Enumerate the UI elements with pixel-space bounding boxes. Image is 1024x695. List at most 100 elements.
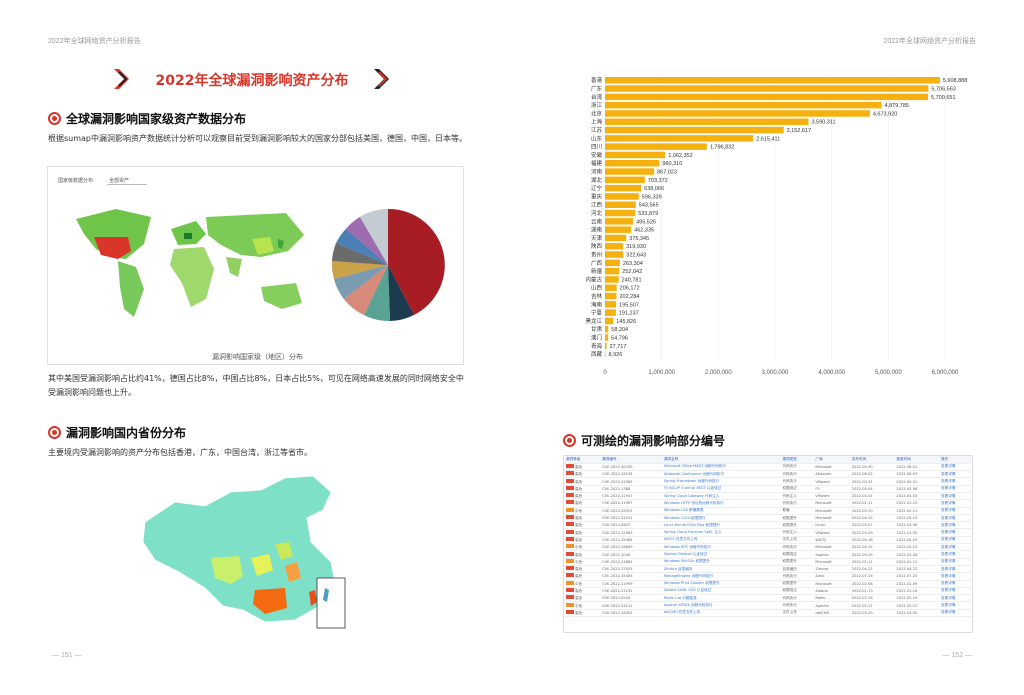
vuln-name-link[interactable]: Windows Print Spooler 权限提升: [661, 580, 781, 588]
data-label: 638,066: [644, 186, 664, 192]
main-title-banner: 2022年全球漏洞影响资产分布: [110, 64, 394, 94]
table-header-cell[interactable]: 漏洞编号: [600, 456, 662, 464]
view-detail-link[interactable]: 查看详情: [939, 521, 972, 530]
bar: [605, 317, 614, 325]
vuln-name-link[interactable]: Zimbra 目录遍历: [661, 565, 781, 574]
vuln-name-link[interactable]: Windows RPC 远程代码执行: [661, 543, 781, 552]
table-header-cell[interactable]: 漏洞名称: [661, 456, 781, 464]
updated-cell: 2022-02-12: [894, 601, 940, 610]
bar: [605, 93, 929, 101]
table-row: 高危 CVE-2022-0543 Redis Lua 沙箱逃逸 代码执行 Redis 20…: [564, 594, 972, 603]
page-number-left: — 151 —: [52, 652, 82, 659]
view-detail-link[interactable]: 查看详情: [939, 558, 972, 566]
vuln-name-link[interactable]: Atlassian Confluence 远程代码执行: [661, 470, 781, 479]
view-detail-link[interactable]: 查看详情: [939, 470, 972, 479]
table-header-cell[interactable]: 漏洞等级: [564, 456, 601, 464]
vuln-name-link[interactable]: dotCMS 任意文件上传: [661, 609, 781, 618]
table-header-cell[interactable]: 发布时间: [849, 456, 895, 464]
vuln-name-link[interactable]: Spring Cloud Function SpEL 注入: [661, 528, 781, 537]
data-label: 4,879,785: [885, 103, 909, 109]
bar: [605, 118, 809, 125]
view-detail-link[interactable]: 查看详情: [939, 536, 972, 545]
vuln-name-link[interactable]: Spring Cloud Gateway 代码注入: [661, 492, 781, 501]
vuln-name-link[interactable]: Redis Lua 沙箱逃逸: [661, 594, 781, 603]
data-label: 58,204: [611, 327, 628, 333]
vuln-name-link[interactable]: Zabbix SAML SSO 认证绕过: [661, 587, 781, 596]
severity-cell: 中危: [564, 543, 601, 552]
view-detail-link[interactable]: 查看详情: [939, 550, 972, 559]
vuln-name-link[interactable]: Sophos Firewall 认证绕过: [661, 550, 781, 559]
table-row: 高危 CVE-2022-22963 Spring Cloud Function Sp…: [564, 528, 972, 537]
view-detail-link[interactable]: 查看详情: [939, 492, 972, 501]
severity-badge: [566, 580, 574, 585]
view-detail-link[interactable]: 查看详情: [939, 565, 972, 574]
vuln-name-link[interactable]: WSO2 任意文件上传: [661, 536, 781, 545]
vuln-name-link[interactable]: Linux Kernel Dirty Pipe 权限提升: [661, 521, 781, 530]
table-row: 高危 CVE-2022-27925 Zimbra 目录遍历 目录遍历 Zimbra 202…: [564, 565, 972, 574]
vuln-name-link[interactable]: Windows CLFS 权限提升: [661, 514, 781, 523]
y-category-label: 天津: [591, 235, 603, 242]
y-category-label: 吉林: [591, 292, 603, 300]
severity-badge: [566, 602, 574, 607]
bar: [605, 193, 639, 200]
view-detail-link[interactable]: 查看详情: [939, 528, 972, 537]
y-category-label: 澳门: [591, 334, 602, 342]
bar: [605, 201, 636, 208]
view-detail-link[interactable]: 查看详情: [939, 587, 972, 596]
data-label: 8,926: [609, 352, 623, 358]
vendor-cell: Microsoft: [813, 463, 850, 472]
vuln-name-link[interactable]: Windows LSA 欺骗漏洞: [661, 507, 781, 515]
severity-cell: 高危: [564, 594, 601, 603]
world-map-figure: 国家级数据分布 全部资产: [47, 166, 464, 365]
view-detail-link[interactable]: 查看详情: [939, 507, 972, 515]
updated-cell: 2022-01-14: [894, 587, 940, 596]
view-detail-link[interactable]: 查看详情: [939, 543, 972, 552]
data-label: 1,062,352: [668, 153, 692, 159]
data-label: 462,335: [634, 228, 654, 234]
table-row: 中危 CVE-2022-26809 Windows RPC 远程代码执行 代码执行 Mi…: [564, 543, 972, 552]
type-cell: 权限提升: [780, 558, 814, 566]
bar: [605, 276, 619, 283]
table-row: 高危 CVE-2022-22965 Spring Framework 远程代码执行代…: [564, 477, 972, 486]
table-header-cell[interactable]: 操作: [939, 456, 972, 464]
view-detail-link[interactable]: 查看详情: [939, 601, 972, 610]
target-icon: [563, 434, 576, 447]
vuln-name-link[interactable]: ManageEngine 远程代码执行: [661, 572, 781, 581]
severity-cell: 高危: [564, 609, 601, 618]
cve-id-cell: CVE-2022-26134: [600, 470, 662, 479]
view-detail-link[interactable]: 查看详情: [939, 594, 972, 603]
vuln-name-link[interactable]: Apache APISIX 远程代码执行: [661, 601, 781, 610]
table-header-cell[interactable]: 厂商: [813, 456, 850, 464]
view-detail-link[interactable]: 查看详情: [939, 572, 972, 581]
view-detail-link[interactable]: 查看详情: [939, 477, 972, 486]
data-label: 5,706,563: [931, 87, 955, 93]
vuln-name-link[interactable]: F5 BIG-IP iControl REST 认证绕过: [661, 485, 781, 494]
data-label: 960,310: [662, 161, 682, 167]
severity-cell: 高危: [564, 514, 601, 523]
view-detail-link[interactable]: 查看详情: [939, 463, 972, 472]
view-detail-link[interactable]: 查看详情: [939, 514, 972, 523]
analysis-paragraph: 其中美国受漏洞影响占比约41%，德国占比8%，中国占比8%，日本占比5%，可见在…: [48, 374, 464, 397]
vuln-name-link[interactable]: Microsoft Office MSDT 远程代码执行: [661, 463, 781, 472]
view-detail-link[interactable]: 查看详情: [939, 485, 972, 494]
vendor-cell: Zimbra: [813, 565, 850, 574]
cve-id-cell: CVE-2022-0543: [600, 594, 662, 603]
y-category-label: 山西: [591, 284, 603, 292]
view-detail-link[interactable]: 查看详情: [939, 609, 972, 618]
updated-cell: 2022-02-19: [894, 594, 940, 603]
map-filter-select[interactable]: 全部资产: [107, 177, 148, 185]
y-category-label: 台湾: [591, 93, 603, 101]
view-detail-link[interactable]: 查看详情: [939, 580, 972, 588]
view-detail-link[interactable]: 查看详情: [939, 499, 972, 508]
bar: [605, 292, 617, 300]
vuln-name-link[interactable]: Spring Framework 远程代码执行: [661, 477, 781, 486]
vuln-name-link[interactable]: Windows Win32k 权限提升: [661, 558, 781, 566]
updated-cell: 2022-05-06: [894, 485, 940, 494]
cve-id-cell: CVE-2022-26352: [600, 609, 662, 618]
severity-cell: 高危: [564, 550, 601, 559]
vuln-name-link[interactable]: Windows HTTP 协议栈远程代码执行: [661, 499, 781, 508]
vendor-cell: VMware: [813, 492, 850, 501]
severity-cell: 高危: [564, 536, 601, 545]
table-header-cell[interactable]: 漏洞类型: [780, 456, 814, 464]
table-header-cell[interactable]: 更新时间: [894, 456, 940, 464]
